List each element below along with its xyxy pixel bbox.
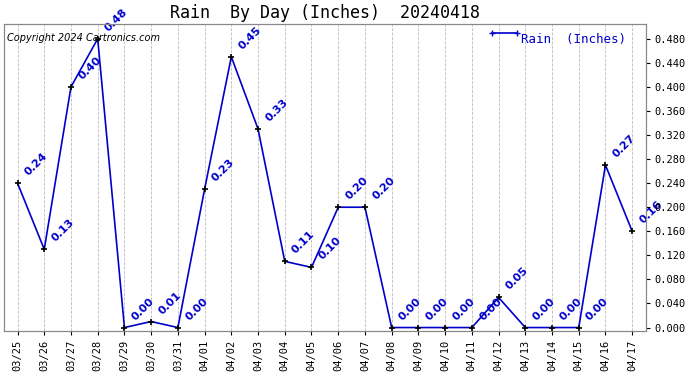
Text: Copyright 2024 Cartronics.com: Copyright 2024 Cartronics.com (8, 33, 160, 43)
Text: 0.00: 0.00 (451, 296, 477, 322)
Text: 0.00: 0.00 (424, 296, 450, 322)
Text: 0.20: 0.20 (344, 176, 370, 202)
Text: 0.00: 0.00 (477, 296, 504, 322)
Text: 0.45: 0.45 (237, 25, 264, 51)
Text: 0.48: 0.48 (104, 7, 130, 33)
Text: Rain  (Inches): Rain (Inches) (522, 33, 627, 46)
Text: 0.00: 0.00 (130, 296, 156, 322)
Text: 0.16: 0.16 (638, 199, 664, 226)
Title: Rain  By Day (Inches)  20240418: Rain By Day (Inches) 20240418 (170, 4, 480, 22)
Text: 0.23: 0.23 (210, 157, 237, 184)
Text: 0.00: 0.00 (184, 296, 210, 322)
Text: 0.00: 0.00 (584, 296, 611, 322)
Text: 0.00: 0.00 (531, 296, 557, 322)
Text: 0.40: 0.40 (77, 55, 103, 81)
Text: 0.10: 0.10 (317, 236, 344, 262)
Text: 0.00: 0.00 (397, 296, 424, 322)
Text: 0.05: 0.05 (504, 266, 531, 292)
Text: 0.11: 0.11 (290, 230, 317, 256)
Text: 0.33: 0.33 (264, 97, 290, 123)
Text: 0.24: 0.24 (23, 151, 50, 178)
Text: 0.13: 0.13 (50, 217, 76, 244)
Text: 0.20: 0.20 (371, 176, 397, 202)
Text: 0.01: 0.01 (157, 290, 183, 316)
Text: 0.27: 0.27 (611, 133, 638, 159)
Text: 0.00: 0.00 (558, 296, 584, 322)
